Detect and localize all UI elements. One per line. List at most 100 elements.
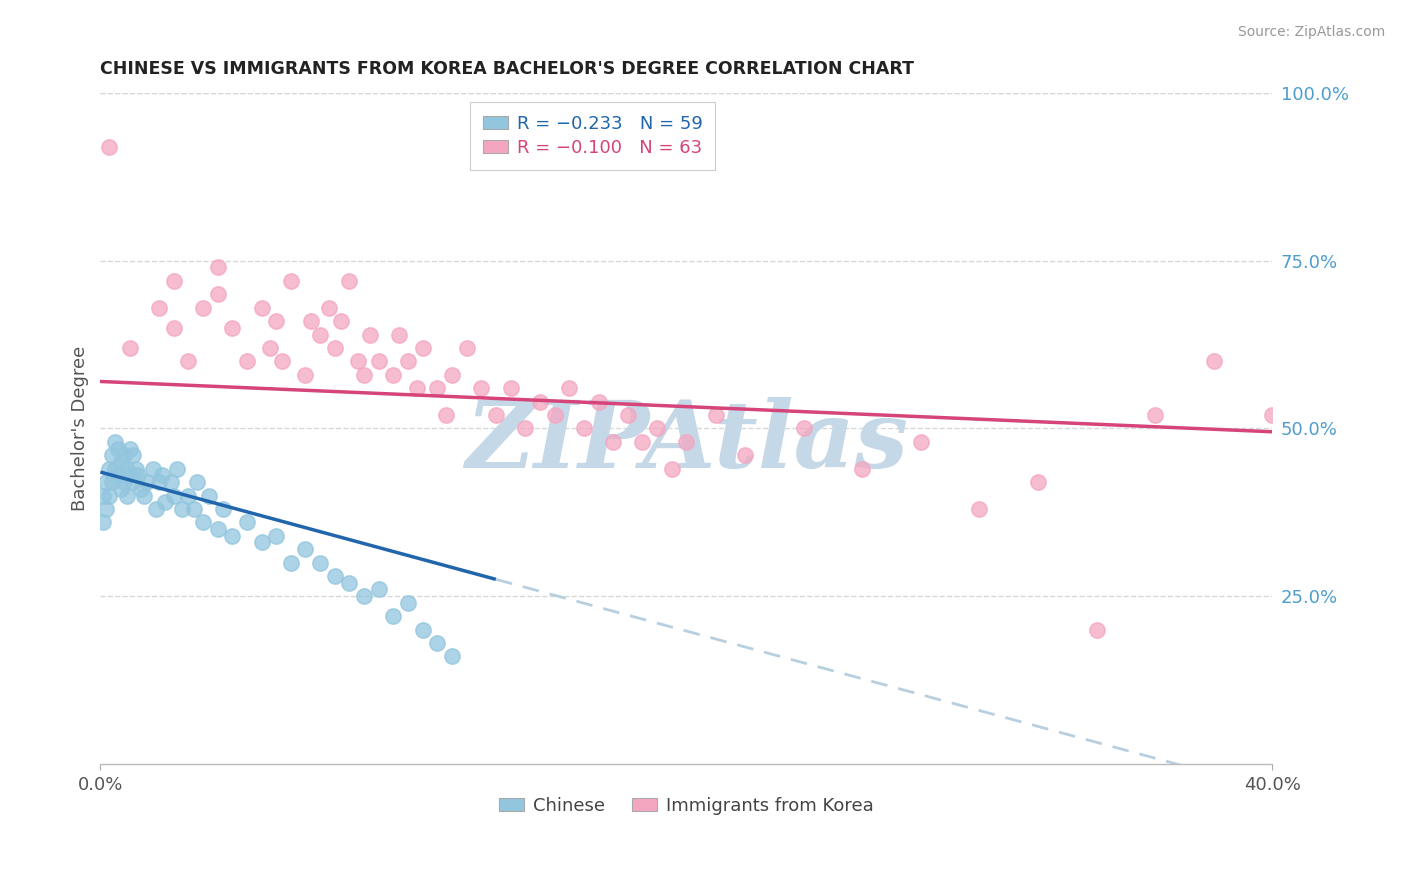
Point: [98, 461, 121, 475]
Point: [470, 381, 492, 395]
Point: [127, 468, 149, 483]
Text: ZIPAtlas: ZIPAtlas: [465, 397, 908, 487]
Point: [166, 461, 188, 475]
Point: [207, 287, 229, 301]
Point: [121, 448, 143, 462]
Point: [661, 461, 683, 475]
Point: [353, 368, 375, 382]
Point: [405, 381, 427, 395]
Point: [98, 139, 121, 153]
Point: [121, 475, 143, 489]
Point: [299, 314, 322, 328]
Point: [101, 475, 124, 489]
Point: [207, 260, 229, 275]
Point: [602, 434, 624, 449]
Point: [572, 421, 595, 435]
Legend: Chinese, Immigrants from Korea: Chinese, Immigrants from Korea: [492, 789, 882, 822]
Point: [294, 542, 316, 557]
Point: [186, 475, 208, 489]
Point: [145, 502, 167, 516]
Point: [162, 489, 184, 503]
Point: [153, 495, 176, 509]
Text: Source: ZipAtlas.com: Source: ZipAtlas.com: [1237, 25, 1385, 39]
Point: [104, 434, 127, 449]
Point: [148, 475, 170, 489]
Point: [294, 368, 316, 382]
Point: [280, 274, 302, 288]
Point: [172, 502, 194, 516]
Point: [426, 381, 449, 395]
Point: [110, 482, 132, 496]
Y-axis label: Bachelor's Degree: Bachelor's Degree: [72, 346, 89, 511]
Point: [434, 408, 457, 422]
Point: [388, 327, 411, 342]
Point: [347, 354, 370, 368]
Point: [259, 341, 281, 355]
Point: [353, 589, 375, 603]
Point: [207, 522, 229, 536]
Point: [617, 408, 640, 422]
Point: [412, 341, 434, 355]
Point: [329, 314, 352, 328]
Point: [309, 556, 332, 570]
Point: [197, 489, 219, 503]
Point: [1144, 408, 1167, 422]
Point: [112, 475, 135, 489]
Point: [1320, 394, 1343, 409]
Point: [704, 408, 727, 422]
Point: [1085, 623, 1108, 637]
Point: [177, 489, 200, 503]
Point: [177, 354, 200, 368]
Point: [162, 321, 184, 335]
Point: [440, 649, 463, 664]
Point: [118, 442, 141, 456]
Point: [645, 421, 668, 435]
Point: [142, 461, 165, 475]
Point: [339, 274, 361, 288]
Point: [793, 421, 815, 435]
Point: [382, 609, 405, 624]
Point: [104, 461, 127, 475]
Point: [339, 575, 361, 590]
Point: [96, 475, 118, 489]
Point: [734, 448, 756, 462]
Point: [529, 394, 551, 409]
Point: [426, 636, 449, 650]
Point: [309, 327, 332, 342]
Point: [91, 516, 114, 530]
Point: [134, 489, 156, 503]
Point: [318, 301, 340, 315]
Point: [191, 301, 214, 315]
Point: [148, 301, 170, 315]
Point: [183, 502, 205, 516]
Point: [96, 502, 118, 516]
Point: [118, 468, 141, 483]
Point: [221, 321, 243, 335]
Point: [499, 381, 522, 395]
Point: [396, 596, 419, 610]
Point: [221, 529, 243, 543]
Point: [382, 368, 405, 382]
Point: [359, 327, 381, 342]
Point: [323, 341, 346, 355]
Point: [543, 408, 565, 422]
Point: [280, 556, 302, 570]
Point: [910, 434, 932, 449]
Point: [124, 461, 146, 475]
Point: [150, 468, 173, 483]
Point: [264, 529, 287, 543]
Point: [191, 516, 214, 530]
Point: [264, 314, 287, 328]
Point: [631, 434, 654, 449]
Point: [115, 461, 138, 475]
Point: [101, 448, 124, 462]
Point: [1026, 475, 1049, 489]
Point: [131, 482, 153, 496]
Point: [107, 442, 129, 456]
Point: [236, 354, 259, 368]
Point: [212, 502, 235, 516]
Point: [250, 301, 273, 315]
Point: [323, 569, 346, 583]
Text: CHINESE VS IMMIGRANTS FROM KOREA BACHELOR'S DEGREE CORRELATION CHART: CHINESE VS IMMIGRANTS FROM KOREA BACHELO…: [100, 60, 914, 78]
Point: [162, 274, 184, 288]
